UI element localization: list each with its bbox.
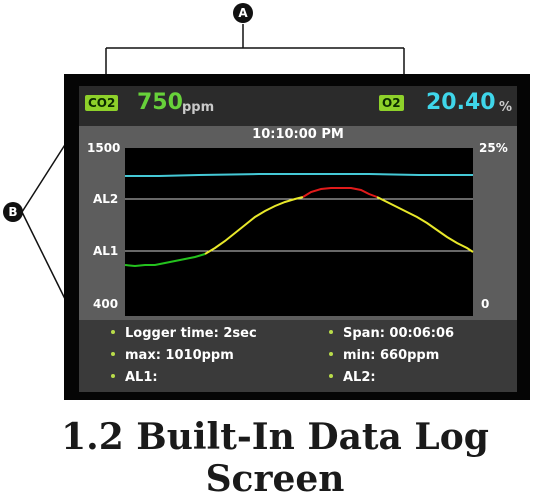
bullet-icon <box>329 329 333 334</box>
callout-b-label: B <box>8 205 18 219</box>
bullet-icon <box>111 329 115 334</box>
o2-unit: % <box>499 100 513 115</box>
current-time: 10:10:00 PM <box>252 127 344 142</box>
al2-row: AL2: <box>329 370 376 385</box>
max-value: max: 1010ppm <box>125 348 234 363</box>
logger-time-row: Logger time: 2sec <box>111 326 257 341</box>
span-time: Span: 00:06:06 <box>343 326 455 341</box>
left-axis-al2: AL2 <box>93 192 119 206</box>
co2-trace-red <box>302 187 378 198</box>
bullet-icon <box>329 373 333 378</box>
min-value: min: 660ppm <box>343 348 440 363</box>
co2-trace-yellow-falling <box>376 196 474 253</box>
callout-a-badge: A <box>233 3 253 23</box>
right-axis-min: 0 <box>481 297 490 311</box>
al1-value: AL1: <box>125 370 158 385</box>
bullet-icon <box>111 351 115 356</box>
max-row: max: 1010ppm <box>111 348 234 363</box>
co2-tag: CO2 <box>85 95 119 111</box>
figure-caption: 1.2 Built-In Data Log Screen <box>61 416 489 500</box>
co2-value: 750 <box>137 90 183 115</box>
trend-chart <box>124 148 474 316</box>
o2-tag: O2 <box>379 95 404 111</box>
span-row: Span: 00:06:06 <box>329 326 454 341</box>
logger-time: Logger time: 2sec <box>125 326 257 341</box>
o2-trace <box>125 173 473 177</box>
co2-trace-green <box>124 253 206 268</box>
right-axis-max: 25% <box>479 141 508 155</box>
log-info-panel: Logger time: 2sec Span: 00:06:06 max: 10… <box>79 320 517 392</box>
left-axis-al1: AL1 <box>93 244 119 258</box>
callout-b-badge: B <box>3 202 23 222</box>
co2-unit: ppm <box>182 100 215 115</box>
callout-lines <box>21 24 405 306</box>
bullet-icon <box>111 373 115 378</box>
o2-value: 20.40 <box>426 90 496 115</box>
al1-row: AL1: <box>111 370 158 385</box>
left-axis-max: 1500 <box>87 141 121 155</box>
al2-value: AL2: <box>343 370 376 385</box>
status-bar: CO2 750 ppm O2 20.40 % <box>79 86 517 126</box>
bullet-icon <box>329 351 333 356</box>
data-log-screen: CO2 750 ppm O2 20.40 % 10:10:00 PM 1500 … <box>79 86 517 392</box>
left-axis-min: 400 <box>93 297 119 311</box>
co2-trace-yellow-rising <box>204 196 304 255</box>
min-row: min: 660ppm <box>329 348 439 363</box>
callout-a-label: A <box>238 6 248 20</box>
